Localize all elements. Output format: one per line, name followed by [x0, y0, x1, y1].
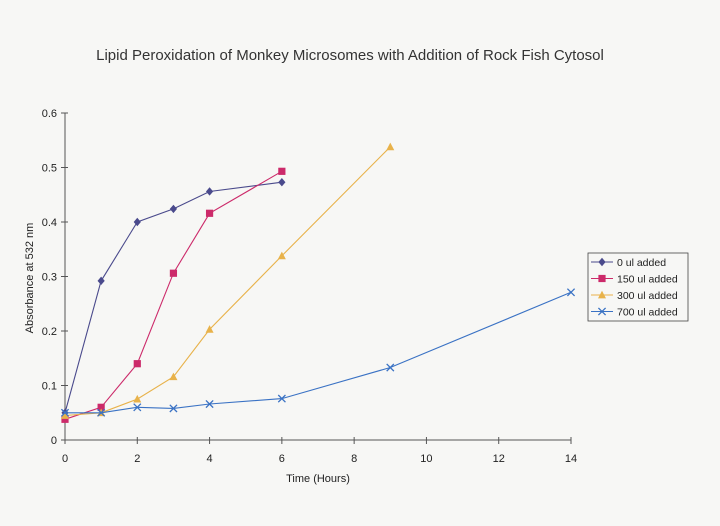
data-point-stroke: [133, 403, 142, 412]
legend-label: 0 ul added: [617, 257, 666, 269]
data-point-stroke: [205, 399, 214, 409]
y-tick-label: 0.6: [42, 108, 57, 120]
series-layer: [60, 142, 576, 423]
y-tick-label: 0.4: [42, 217, 57, 229]
legend-item: 150 ul added: [591, 273, 678, 285]
x-tick-label: 14: [565, 453, 577, 465]
data-point: [133, 394, 142, 403]
data-point: [277, 394, 286, 403]
legend-item: 700 ul added: [591, 306, 678, 318]
data-point: [205, 399, 214, 409]
y-tick-label: 0.2: [42, 326, 57, 338]
chart-title: Lipid Peroxidation of Monkey Microsomes …: [96, 47, 604, 64]
data-point: [61, 415, 69, 423]
x-tick-label: 0: [62, 453, 68, 465]
data-point-stroke: [277, 394, 286, 403]
data-point-stroke: [97, 408, 106, 417]
data-point: [278, 178, 286, 187]
y-axis-label: Absorbance at 532 nm: [24, 223, 36, 334]
x-tick-label: 10: [420, 453, 432, 465]
data-point: [133, 360, 141, 368]
data-point: [277, 251, 286, 260]
y-tick-label: 0.3: [42, 272, 57, 284]
data-point: [386, 142, 395, 151]
x-tick-label: 6: [279, 453, 285, 465]
legend-marker: [598, 257, 606, 267]
legend-label: 150 ul added: [617, 273, 678, 285]
data-point-stroke: [169, 404, 178, 413]
y-tick-label: 0.1: [42, 381, 57, 393]
legend-label: 700 ul added: [617, 306, 678, 318]
data-point: [60, 408, 70, 417]
series-line: [64, 146, 391, 417]
y-tick-label: 0: [51, 435, 57, 447]
legend-marker: [598, 290, 606, 299]
data-point: [205, 187, 214, 196]
series-line: [64, 181, 282, 413]
data-point: [169, 372, 178, 381]
data-point: [97, 276, 105, 286]
data-point: [133, 403, 142, 412]
legend-marker: [597, 307, 607, 316]
data-point: [386, 363, 395, 372]
data-point: [97, 403, 105, 411]
series-2: [61, 142, 395, 419]
data-point: [205, 209, 214, 217]
series-3: [60, 288, 576, 417]
legend-marker-stroke: [597, 307, 607, 316]
data-point: [566, 288, 576, 297]
data-point: [169, 404, 178, 413]
legend-marker: [598, 274, 606, 283]
legend-item: 0 ul added: [591, 257, 666, 269]
data-point: [278, 167, 286, 175]
legend-label: 300 ul added: [617, 290, 678, 302]
data-point: [205, 325, 214, 333]
data-point-stroke: [386, 363, 395, 372]
series-line: [65, 291, 572, 414]
data-point: [169, 204, 178, 214]
series-0: [61, 178, 286, 417]
data-point: [97, 408, 106, 417]
series-1: [61, 167, 286, 423]
axes: 0 0.1 0.2 0.3 0.4 0.5 0.6 0 2 4 6 8 10 12 14: [42, 108, 577, 465]
x-tick-label: 8: [351, 453, 357, 465]
x-tick-label: 4: [207, 453, 213, 465]
legend-item: 300 ul added: [591, 290, 678, 302]
data-point-stroke: [60, 408, 70, 417]
x-axis-label: Time (Hours): [286, 473, 350, 485]
x-tick-label: 2: [134, 453, 140, 465]
x-tick-label: 12: [493, 453, 505, 465]
data-point: [61, 411, 69, 419]
data-point: [133, 217, 141, 227]
series-line: [64, 170, 283, 420]
legend: 0 ul added 150 ul added 300 ul added 700 ul…: [587, 252, 689, 322]
y-tick-label: 0.5: [42, 163, 57, 175]
data-point: [169, 269, 178, 277]
data-point-stroke: [566, 288, 576, 297]
